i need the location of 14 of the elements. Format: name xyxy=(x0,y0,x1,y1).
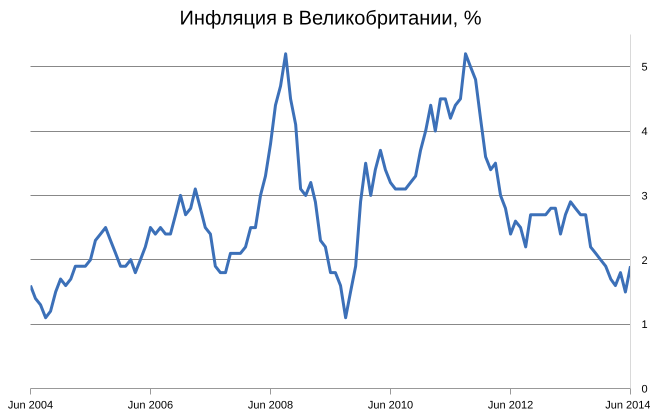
line-series xyxy=(30,52,630,320)
x-tick-label: Jun 2014 xyxy=(605,400,650,412)
y-tick-label: 5 xyxy=(642,62,648,74)
x-tick-label: Jun 2004 xyxy=(8,400,54,412)
chart-title: Инфляция в Великобритании, % xyxy=(180,8,482,30)
y-tick-label: 1 xyxy=(642,319,648,332)
y-tick-label: 3 xyxy=(642,190,648,202)
x-tick-label: Jun 2010 xyxy=(368,400,414,412)
y-tick-label: 0 xyxy=(642,384,648,396)
x-tick-label: Jun 2008 xyxy=(248,400,294,412)
x-tick-label: Jun 2006 xyxy=(128,400,174,412)
x-tick-label: Jun 2012 xyxy=(488,400,534,412)
y-tick-label: 4 xyxy=(642,126,648,138)
y-tick-label: 2 xyxy=(642,254,648,267)
